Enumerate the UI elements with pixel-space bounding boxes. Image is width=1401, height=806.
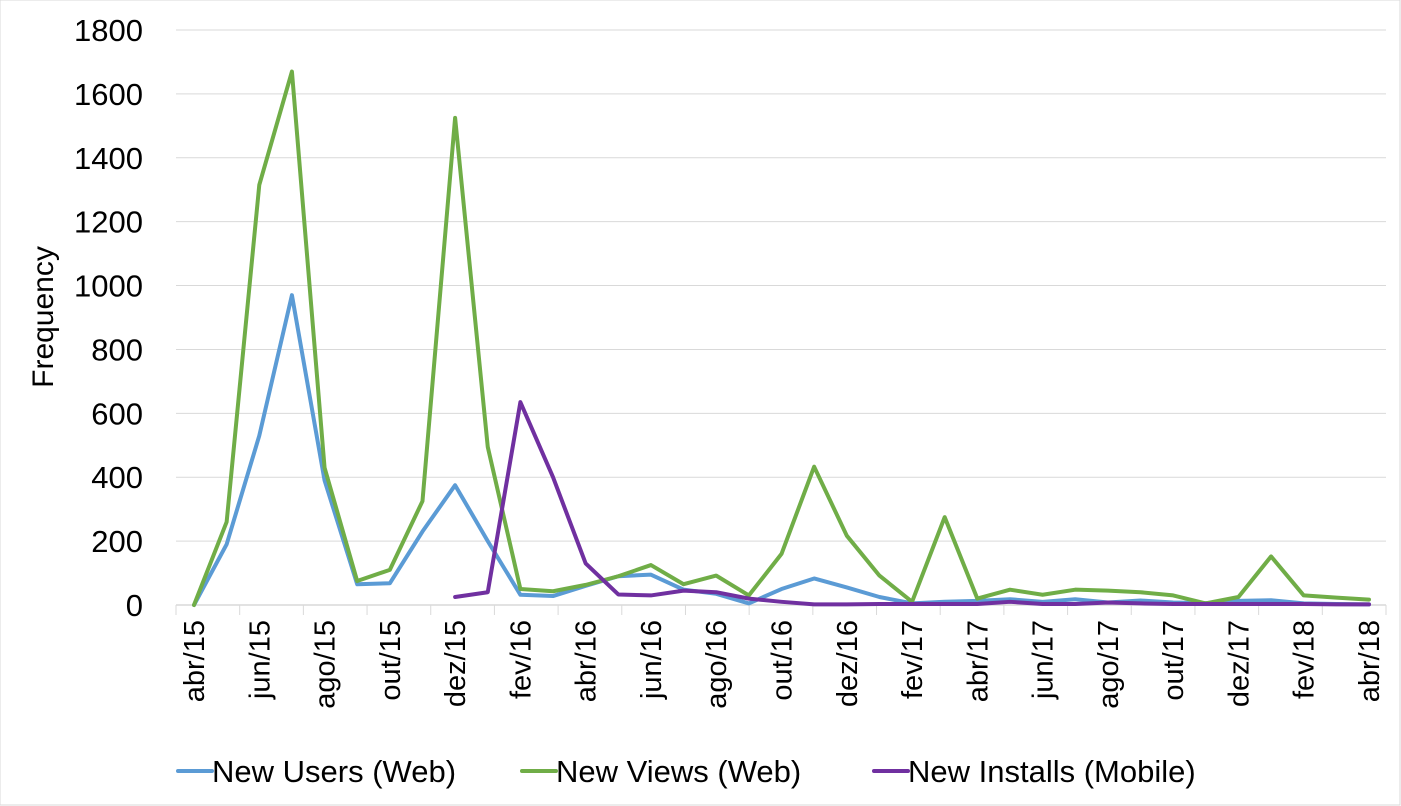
legend-label: New Users (Web) bbox=[212, 754, 456, 789]
horizontal-gridlines bbox=[176, 29, 1386, 542]
series-line-new-views-web bbox=[192, 69, 1371, 607]
x-tick-label: dez/16 bbox=[832, 620, 864, 707]
x-tick-label: abr/15 bbox=[179, 620, 211, 702]
legend: New Users (Web) New Views (Web) New Instal… bbox=[176, 754, 1196, 789]
x-tick-label: out/17 bbox=[1158, 620, 1190, 701]
x-tick-label: out/16 bbox=[767, 620, 799, 701]
x-tick-label: abr/18 bbox=[1354, 620, 1386, 702]
y-tick-label: 0 bbox=[126, 588, 143, 623]
x-tick-label: fev/17 bbox=[897, 620, 929, 699]
y-tick-label: 200 bbox=[91, 524, 143, 559]
x-tick-label: out/15 bbox=[375, 620, 407, 701]
x-tick-label: ago/17 bbox=[1093, 620, 1125, 709]
y-tick-label: 1200 bbox=[74, 205, 143, 240]
y-tick-label: 800 bbox=[91, 332, 143, 367]
y-tick-label: 400 bbox=[91, 460, 143, 495]
legend-label: New Views (Web) bbox=[556, 754, 801, 789]
x-tick-label: abr/17 bbox=[962, 620, 994, 702]
x-tick-label: jun/16 bbox=[636, 620, 668, 700]
y-tick-label: 1000 bbox=[74, 269, 143, 304]
y-axis-label: Frequency bbox=[27, 246, 60, 388]
x-tick-label: jun/17 bbox=[1028, 620, 1060, 700]
y-tick-label: 1400 bbox=[74, 141, 143, 176]
x-tick-label: ago/16 bbox=[701, 620, 733, 709]
x-tick-label: ago/15 bbox=[310, 620, 342, 709]
y-tick-labels: 0 200 400 600 800 1000 1200 1400 1600 1800 bbox=[74, 13, 143, 623]
x-tick-label: fev/16 bbox=[505, 620, 537, 699]
y-tick-label: 1800 bbox=[74, 13, 143, 48]
series-lines bbox=[192, 69, 1371, 607]
x-tick-label: abr/16 bbox=[571, 620, 603, 702]
x-tick-label: dez/17 bbox=[1223, 620, 1255, 707]
x-tick-labels: abr/15 jun/15 ago/15 out/15 dez/15 fev/16 abr/… bbox=[179, 620, 1386, 709]
legend-label: New Installs (Mobile) bbox=[908, 754, 1196, 789]
x-tick-label: fev/18 bbox=[1289, 620, 1321, 699]
x-tick-label: dez/15 bbox=[440, 620, 472, 707]
y-tick-label: 1600 bbox=[74, 77, 143, 112]
x-tick-label: jun/15 bbox=[244, 620, 276, 700]
y-tick-label: 600 bbox=[91, 396, 143, 431]
series-line-new-installs-mobile bbox=[453, 400, 1371, 607]
